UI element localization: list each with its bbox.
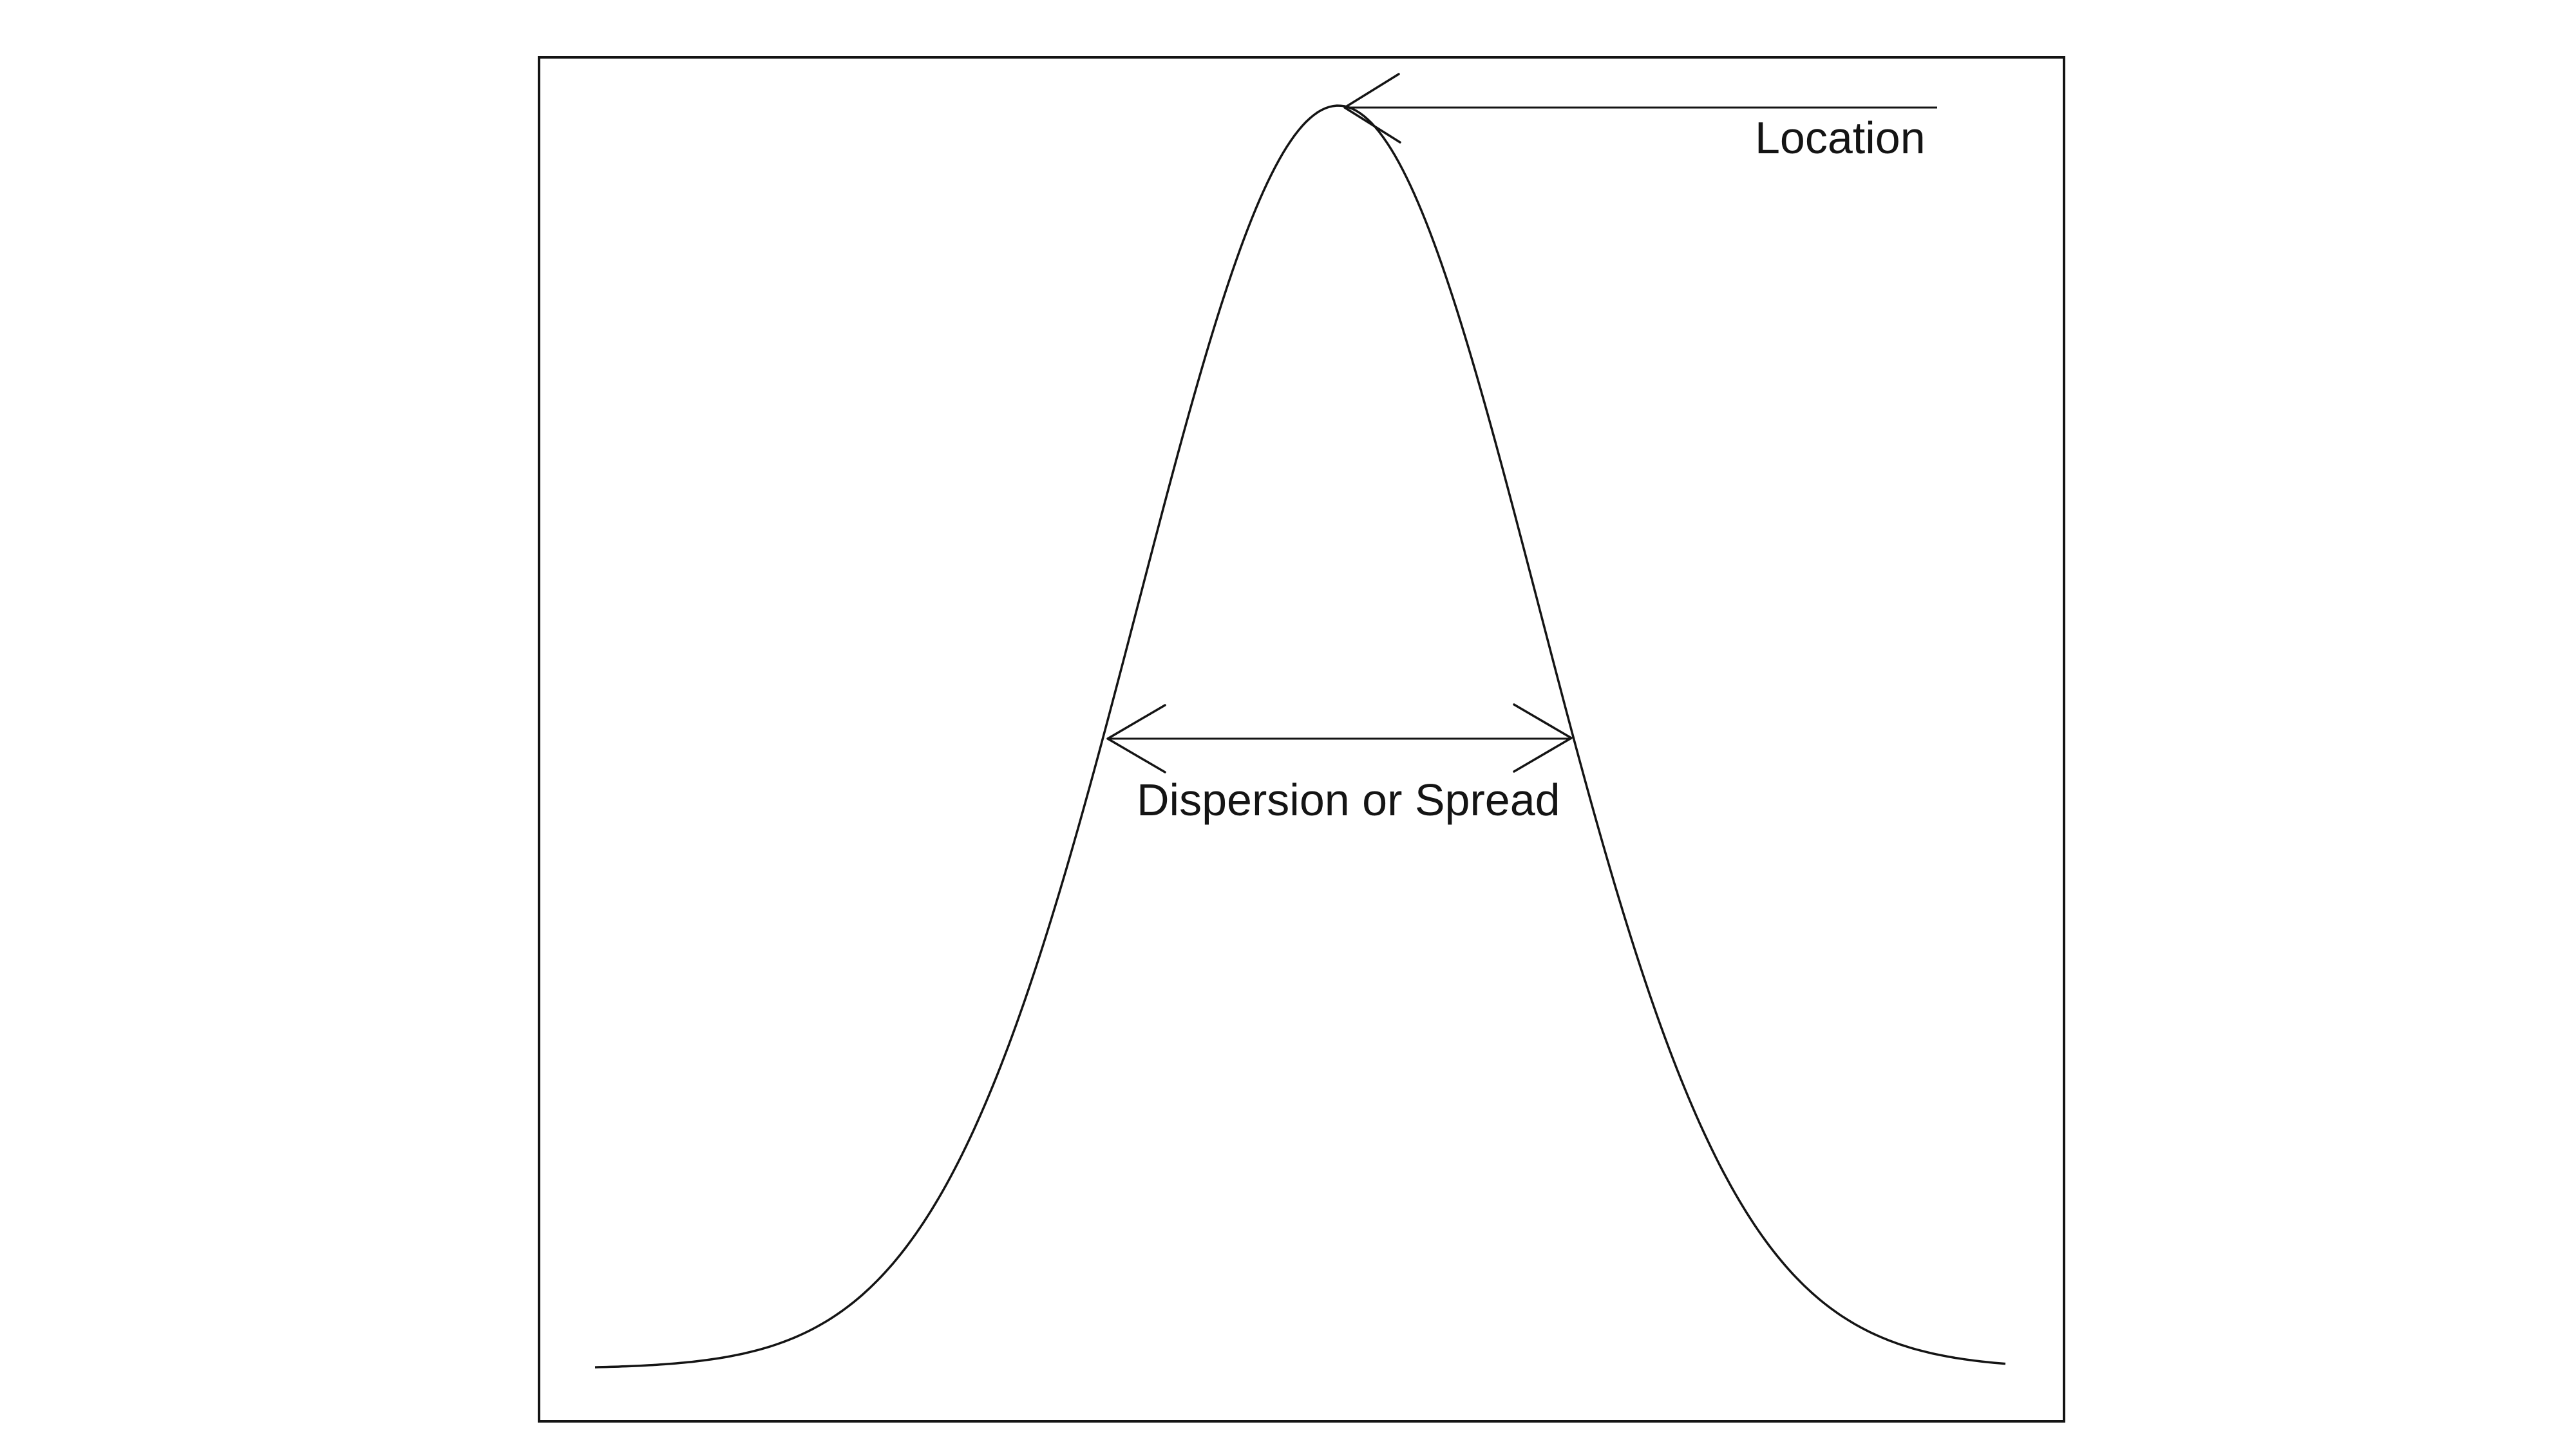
location-arrowhead-icon [1343,73,1401,144]
bell-curve [594,104,2006,1368]
location-label: Location [1755,113,1926,163]
figure-border [538,56,2065,1423]
dispersion-label: Dispersion or Spread [1137,775,1560,825]
dispersion-arrowhead-left-icon [1106,704,1166,773]
dispersion-arrowhead-right-icon [1513,703,1573,773]
